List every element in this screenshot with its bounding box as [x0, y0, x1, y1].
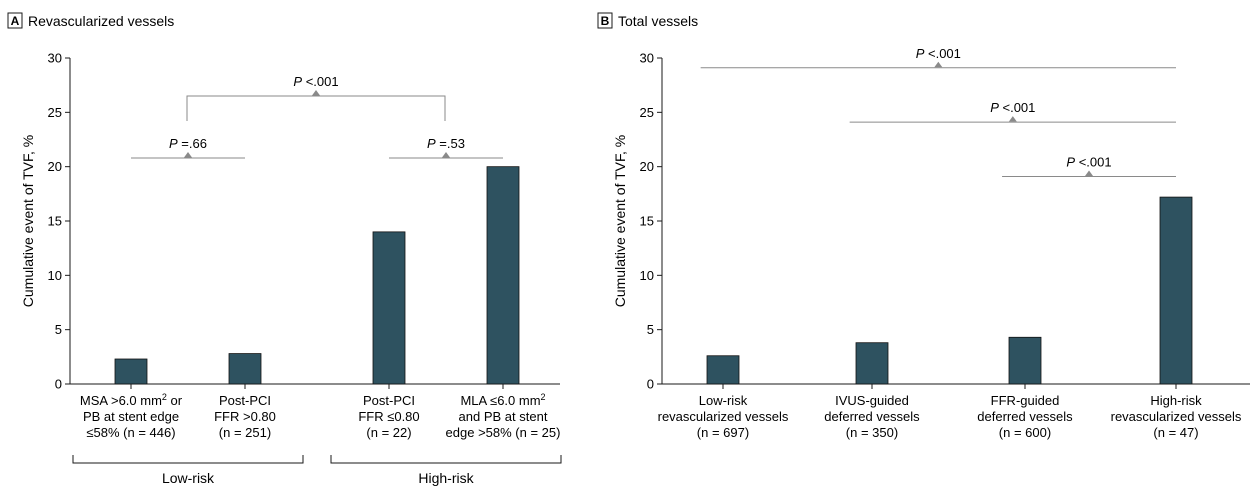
group-bracket [330, 455, 562, 464]
panel-title: Total vessels [618, 13, 698, 29]
y-tick-label: 5 [55, 322, 62, 337]
y-tick-label: 10 [640, 268, 654, 283]
category-label: edge >58% (n = 25) [446, 425, 561, 440]
category-label: (n = 22) [366, 425, 411, 440]
p-value-label: P <.001 [916, 46, 961, 61]
y-tick-label: 5 [647, 322, 654, 337]
category-label: ≤58% (n = 446) [86, 425, 175, 440]
group-bracket [72, 455, 304, 464]
y-tick-label: 25 [640, 105, 654, 120]
p-value-label: P <.001 [990, 100, 1035, 115]
panel-letter-box [7, 12, 23, 29]
y-tick-label: 25 [48, 105, 62, 120]
category-label: Post-PCI [363, 393, 415, 408]
category-label: Low-risk [699, 393, 748, 408]
y-axis-title: Cumulative event of TVF, % [612, 135, 628, 307]
category-label: revascularized vessels [1111, 409, 1242, 424]
category-label: (n = 47) [1153, 425, 1198, 440]
category-label: revascularized vessels [658, 409, 789, 424]
category-label: PB at stent edge [83, 409, 179, 424]
p-value-label: P =.66 [169, 136, 207, 151]
comparison-bracket [186, 95, 446, 122]
bar [228, 353, 262, 385]
panel-b: B Total vessels 0 5 10 15 20 25 30 Cumulative eve… [597, 12, 1250, 440]
bar [1159, 196, 1193, 385]
category-label: High-risk [1150, 393, 1202, 408]
bar [486, 166, 520, 385]
comparison-marker [442, 151, 450, 158]
group-label: Low-risk [162, 470, 215, 486]
category-label: and PB at stent [459, 409, 548, 424]
category-label: IVUS-guided [835, 393, 909, 408]
category-label: FFR >0.80 [214, 409, 276, 424]
category-label: FFR-guided [991, 393, 1060, 408]
p-value-label: P <.001 [293, 74, 338, 89]
group-label: High-risk [418, 470, 474, 486]
category-label: deferred vessels [824, 409, 920, 424]
y-tick-label: 20 [640, 159, 654, 174]
panel-a: A Revascularized vessels 0 5 10 15 20 25 30 Cumul… [7, 12, 562, 486]
comparison-marker [1008, 116, 1017, 122]
comparison-marker [184, 151, 192, 158]
y-tick-label: 15 [48, 214, 62, 229]
bar [855, 342, 889, 385]
y-tick-label: 20 [48, 159, 62, 174]
y-tick-label: 10 [48, 268, 62, 283]
y-tick-label: 15 [640, 214, 654, 229]
panel-letter: B [601, 14, 610, 28]
y-tick-label: 30 [48, 51, 62, 66]
category-label: deferred vessels [977, 409, 1073, 424]
y-axis-title: Cumulative event of TVF, % [20, 135, 36, 307]
category-label: (n = 251) [219, 425, 271, 440]
category-label: (n = 350) [846, 425, 898, 440]
p-value-label: P =.53 [427, 136, 465, 151]
category-label: (n = 600) [999, 425, 1051, 440]
category-label: MSA >6.0 mm2 or [80, 392, 183, 408]
y-tick-label: 0 [647, 377, 654, 392]
y-tick-label: 30 [640, 51, 654, 66]
category-label: FFR ≤0.80 [358, 409, 419, 424]
p-value-label: P <.001 [1066, 154, 1111, 169]
bar [706, 355, 740, 385]
y-tick-label: 0 [55, 377, 62, 392]
bar [372, 231, 406, 385]
comparison-marker [312, 90, 320, 96]
panel-letter-box [597, 12, 613, 29]
comparison-marker [1085, 170, 1094, 176]
bar [1008, 336, 1042, 385]
category-label: (n = 697) [697, 425, 749, 440]
category-label: MLA ≤6.0 mm2 [460, 392, 545, 408]
category-label: Post-PCI [219, 393, 271, 408]
panel-letter: A [11, 14, 20, 28]
bar [114, 358, 148, 385]
panel-title: Revascularized vessels [28, 13, 174, 29]
comparison-marker [934, 61, 943, 68]
